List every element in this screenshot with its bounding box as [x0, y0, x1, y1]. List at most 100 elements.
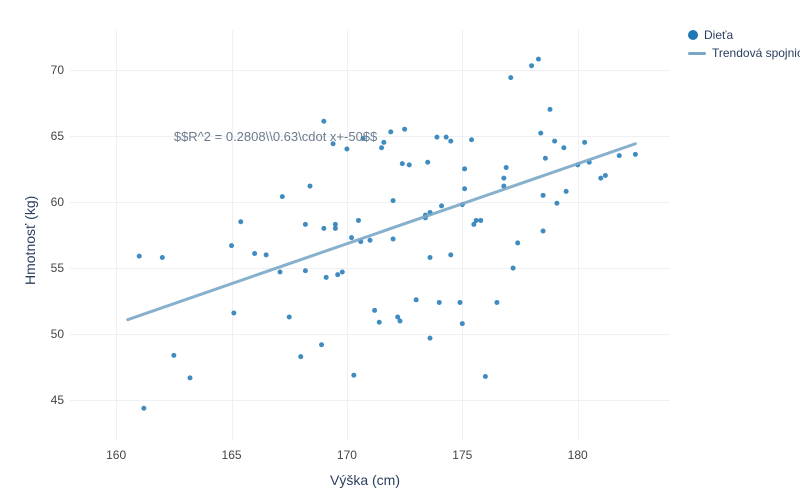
x-axis-label: Výška (cm)	[330, 472, 400, 488]
data-point	[414, 297, 419, 302]
data-point	[548, 107, 553, 112]
data-point	[368, 238, 373, 243]
data-point	[543, 156, 548, 161]
data-point	[340, 270, 345, 275]
data-point	[321, 119, 326, 124]
data-point	[391, 236, 396, 241]
legend-dot-icon	[688, 30, 698, 40]
data-point	[494, 300, 499, 305]
data-point	[536, 57, 541, 62]
x-tick-label: 160	[106, 448, 126, 462]
data-point	[398, 318, 403, 323]
data-point	[541, 229, 546, 234]
data-point	[303, 268, 308, 273]
x-tick-label: 170	[337, 448, 357, 462]
data-point	[458, 300, 463, 305]
data-point	[278, 270, 283, 275]
data-point	[160, 255, 165, 260]
scatter-chart: Dieťa Trendová spojnica 160 165 170 175 180 45…	[0, 0, 800, 500]
data-point	[428, 336, 433, 341]
data-point	[564, 189, 569, 194]
data-point	[333, 226, 338, 231]
legend-line-icon	[688, 52, 706, 55]
trend-line	[128, 144, 636, 320]
data-point	[541, 193, 546, 198]
data-point	[229, 243, 234, 248]
legend-label: Trendová spojnica	[712, 46, 800, 60]
data-point	[460, 321, 465, 326]
equation-annotation: $$R^2 = 0.2808\\0.63\cdot x+-50$$	[174, 129, 377, 144]
data-point	[231, 311, 236, 316]
data-point	[303, 222, 308, 227]
data-point	[391, 198, 396, 203]
data-point	[552, 139, 557, 144]
data-point	[501, 176, 506, 181]
data-point	[462, 166, 467, 171]
data-point	[372, 308, 377, 313]
data-point	[508, 75, 513, 80]
data-point	[529, 63, 534, 68]
data-point	[280, 194, 285, 199]
legend-label: Dieťa	[704, 28, 733, 42]
data-point	[287, 315, 292, 320]
data-point	[633, 152, 638, 157]
data-point	[379, 145, 384, 150]
data-point	[407, 162, 412, 167]
data-point	[462, 186, 467, 191]
data-point	[511, 266, 516, 271]
legend-item[interactable]: Trendová spojnica	[688, 46, 800, 60]
legend: Dieťa Trendová spojnica	[688, 28, 800, 64]
y-tick-label: 45	[36, 393, 64, 407]
data-point	[428, 255, 433, 260]
x-tick-label: 175	[452, 448, 472, 462]
data-point	[603, 173, 608, 178]
data-point	[598, 176, 603, 181]
y-tick-label: 60	[36, 195, 64, 209]
y-tick-label: 50	[36, 327, 64, 341]
data-point	[478, 218, 483, 223]
data-point	[377, 320, 382, 325]
data-point	[171, 353, 176, 358]
data-point	[538, 131, 543, 136]
data-point	[400, 161, 405, 166]
data-point	[356, 218, 361, 223]
data-point	[515, 240, 520, 245]
data-point	[264, 252, 269, 257]
data-point	[308, 184, 313, 189]
y-axis-label: Hmotnosť (kg)	[22, 196, 38, 285]
data-point	[425, 160, 430, 165]
data-point	[444, 135, 449, 140]
x-tick-label: 165	[222, 448, 242, 462]
data-point	[554, 201, 559, 206]
data-point	[381, 140, 386, 145]
data-point	[298, 354, 303, 359]
data-point	[439, 203, 444, 208]
data-point	[349, 235, 354, 240]
data-point	[321, 226, 326, 231]
data-point	[582, 140, 587, 145]
y-tick-label: 65	[36, 129, 64, 143]
data-point	[402, 127, 407, 132]
legend-item[interactable]: Dieťa	[688, 28, 800, 42]
data-point	[437, 300, 442, 305]
data-point	[448, 139, 453, 144]
data-point	[483, 374, 488, 379]
data-point	[504, 165, 509, 170]
data-point	[434, 135, 439, 140]
data-point	[351, 373, 356, 378]
data-point	[469, 137, 474, 142]
y-tick-label: 70	[36, 63, 64, 77]
x-tick-label: 180	[568, 448, 588, 462]
data-point	[335, 272, 340, 277]
plot-area	[70, 30, 670, 440]
data-point	[617, 153, 622, 158]
data-point	[448, 252, 453, 257]
data-point	[561, 145, 566, 150]
chart-svg	[70, 30, 670, 440]
data-point	[137, 254, 142, 259]
data-point	[324, 275, 329, 280]
data-point	[252, 251, 257, 256]
y-tick-label: 55	[36, 261, 64, 275]
data-point	[238, 219, 243, 224]
data-point	[188, 375, 193, 380]
